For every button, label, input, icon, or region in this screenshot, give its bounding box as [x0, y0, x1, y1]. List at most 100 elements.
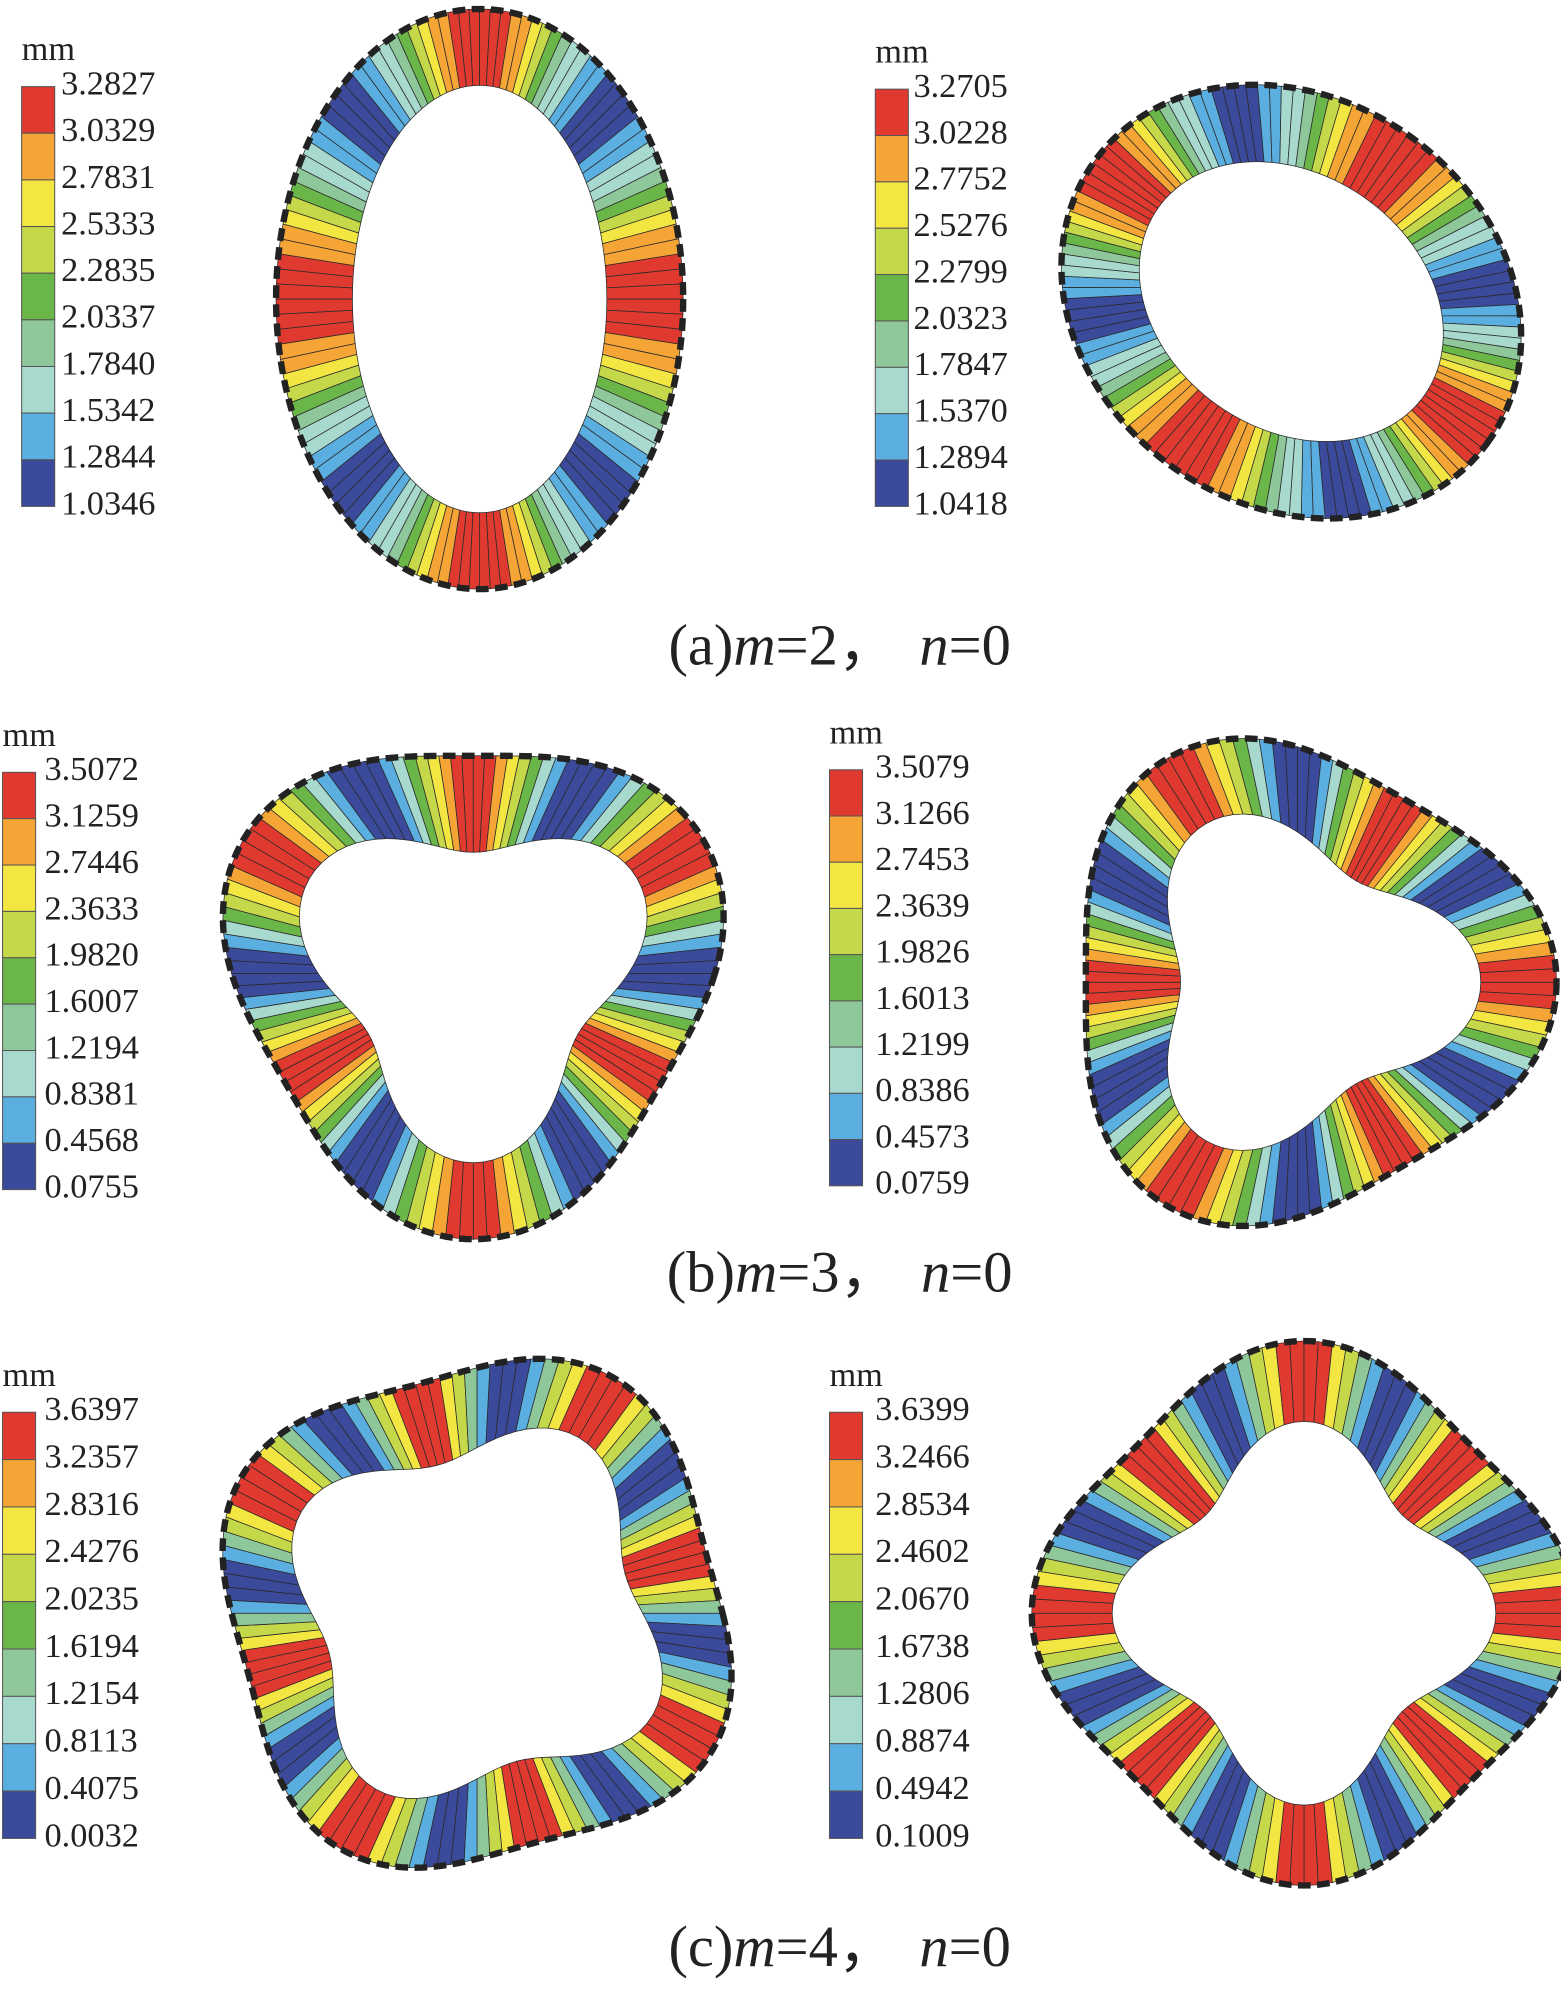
legend-label: 2.8316: [45, 1485, 139, 1523]
legend-swatch: [874, 459, 909, 507]
legend-swatch: [2, 1003, 37, 1052]
legend-swatch: [21, 412, 56, 461]
legend-swatch: [2, 864, 37, 912]
ring-edge: [272, 5, 687, 593]
legend-label: 2.0337: [61, 298, 155, 336]
legend-swatch: [21, 272, 56, 321]
legend-swatch: [2, 1790, 37, 1839]
legend-label: 1.6013: [875, 979, 969, 1017]
mesh-sector: [1479, 968, 1557, 983]
legend-swatch: [2, 818, 37, 866]
legend-swatch: [21, 86, 56, 134]
caption-part: n: [919, 1914, 948, 1979]
legend-label: 1.2154: [45, 1674, 139, 1712]
legend-swatch: [828, 907, 864, 956]
legend-label: 2.8534: [875, 1485, 969, 1523]
legend-swatch: [874, 134, 909, 183]
legend-label: 2.7446: [45, 843, 139, 881]
legend-label: 1.2894: [913, 438, 1007, 476]
legend-swatch: [21, 132, 56, 181]
legend-label: 3.2827: [61, 64, 155, 102]
legend-swatch: [828, 1506, 864, 1555]
legend-label: 0.4942: [875, 1769, 969, 1807]
caption-part: m: [733, 613, 775, 678]
legend-swatch: [828, 815, 864, 863]
legend-label: 1.2194: [45, 1028, 139, 1066]
legend-label: 1.7847: [913, 345, 1007, 383]
legend-swatch: [2, 1695, 37, 1745]
caption-part: m: [735, 1240, 777, 1305]
legend-swatch: [2, 1411, 37, 1461]
legend-unit: mm: [3, 716, 57, 754]
legend-swatch: [21, 179, 56, 228]
legend-label: 0.1009: [875, 1816, 969, 1854]
legend-label: 1.7840: [61, 344, 155, 382]
legend-label: 1.6738: [875, 1627, 969, 1665]
legend-swatch: [828, 954, 864, 1002]
caption-part: (a): [668, 613, 733, 678]
legend-label: 1.0418: [913, 484, 1007, 522]
legend-swatch: [874, 413, 909, 461]
caption-part: =0: [950, 1240, 1012, 1305]
legend-swatch: [874, 227, 909, 276]
legend-swatch: [828, 769, 864, 817]
legend-unit: mm: [829, 1356, 883, 1394]
legend-swatch: [828, 1790, 864, 1839]
deformed-ring: [1028, 1337, 1561, 1889]
legend-label: 3.2466: [875, 1437, 969, 1475]
legend-swatch: [2, 910, 37, 959]
legend-label: 1.5342: [61, 391, 155, 429]
legend-swatch: [2, 1142, 37, 1191]
caption-part: n: [919, 613, 948, 678]
legend-label: 2.0235: [45, 1580, 139, 1618]
caption: (a)m=2， n=0: [668, 613, 1010, 678]
legend-swatch: [874, 366, 909, 415]
mesh-sector: [1494, 1599, 1561, 1614]
legend-swatch: [21, 365, 56, 414]
legend-swatch: [828, 1648, 864, 1697]
legend-label: 0.4075: [45, 1769, 139, 1807]
legend-label: 2.7453: [875, 840, 969, 878]
legend-swatch: [21, 459, 56, 507]
legend-label: 0.8381: [45, 1075, 139, 1113]
legend-label: 1.2199: [875, 1025, 969, 1063]
legend-label: 0.0755: [45, 1167, 139, 1205]
legend-label: 3.5079: [875, 748, 969, 786]
deformed-ring: [219, 1355, 735, 1871]
legend-unit: mm: [829, 713, 883, 751]
legend-label: 3.5072: [45, 750, 139, 788]
legend-swatch: [2, 1506, 37, 1555]
legend-label: 1.9820: [45, 936, 139, 974]
legend-label: 3.0228: [913, 113, 1007, 151]
legend-label: 3.2357: [45, 1437, 139, 1475]
legend-swatch: [828, 1139, 864, 1187]
deformed-ring: [219, 752, 727, 1243]
legend-swatch: [828, 1046, 864, 1094]
legend-label: 0.0032: [45, 1816, 139, 1854]
caption: (b)m=3， n=0: [667, 1240, 1013, 1305]
legend-label: 3.0329: [61, 111, 155, 149]
legend-label: 1.2806: [875, 1674, 969, 1712]
legend-label: 1.9826: [875, 933, 969, 971]
legend-swatch: [2, 1049, 37, 1098]
legend-label: 3.6399: [875, 1390, 969, 1428]
ring-edge: [1028, 1337, 1561, 1889]
legend-swatch: [828, 1695, 864, 1745]
legend-swatch: [2, 957, 37, 1005]
legend-label: 2.3639: [875, 886, 969, 924]
legend-swatch: [2, 1553, 37, 1603]
legend-label: 0.4573: [875, 1117, 969, 1155]
caption-part: n: [921, 1240, 950, 1305]
legend-label: 1.6194: [45, 1627, 139, 1665]
legend-unit: mm: [875, 33, 929, 71]
legend-swatch: [2, 1743, 37, 1792]
legend-label: 2.5276: [913, 206, 1007, 244]
ring-edge: [219, 1355, 735, 1871]
legend-swatch: [828, 1553, 864, 1603]
legend-label: 2.2835: [61, 251, 155, 289]
caption-part: =0: [949, 613, 1011, 678]
ring-edge: [1058, 81, 1525, 522]
caption: (c)m=4， n=0: [668, 1914, 1010, 1979]
legend-label: 1.5370: [913, 392, 1007, 430]
